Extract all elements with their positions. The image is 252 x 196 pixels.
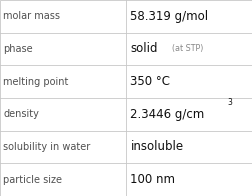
Text: 100 nm: 100 nm — [130, 173, 175, 186]
Text: melting point: melting point — [3, 77, 68, 87]
Text: 2.3446 g/cm: 2.3446 g/cm — [130, 108, 204, 121]
Text: (at STP): (at STP) — [171, 44, 203, 54]
Text: 350 °C: 350 °C — [130, 75, 170, 88]
Text: phase: phase — [3, 44, 33, 54]
Text: density: density — [3, 109, 39, 119]
Text: 58.319 g/mol: 58.319 g/mol — [130, 10, 208, 23]
Text: solid: solid — [130, 43, 158, 55]
Text: insoluble: insoluble — [130, 141, 183, 153]
Text: molar mass: molar mass — [3, 11, 60, 21]
Text: solubility in water: solubility in water — [3, 142, 90, 152]
Text: 3: 3 — [226, 98, 231, 107]
Text: particle size: particle size — [3, 175, 62, 185]
